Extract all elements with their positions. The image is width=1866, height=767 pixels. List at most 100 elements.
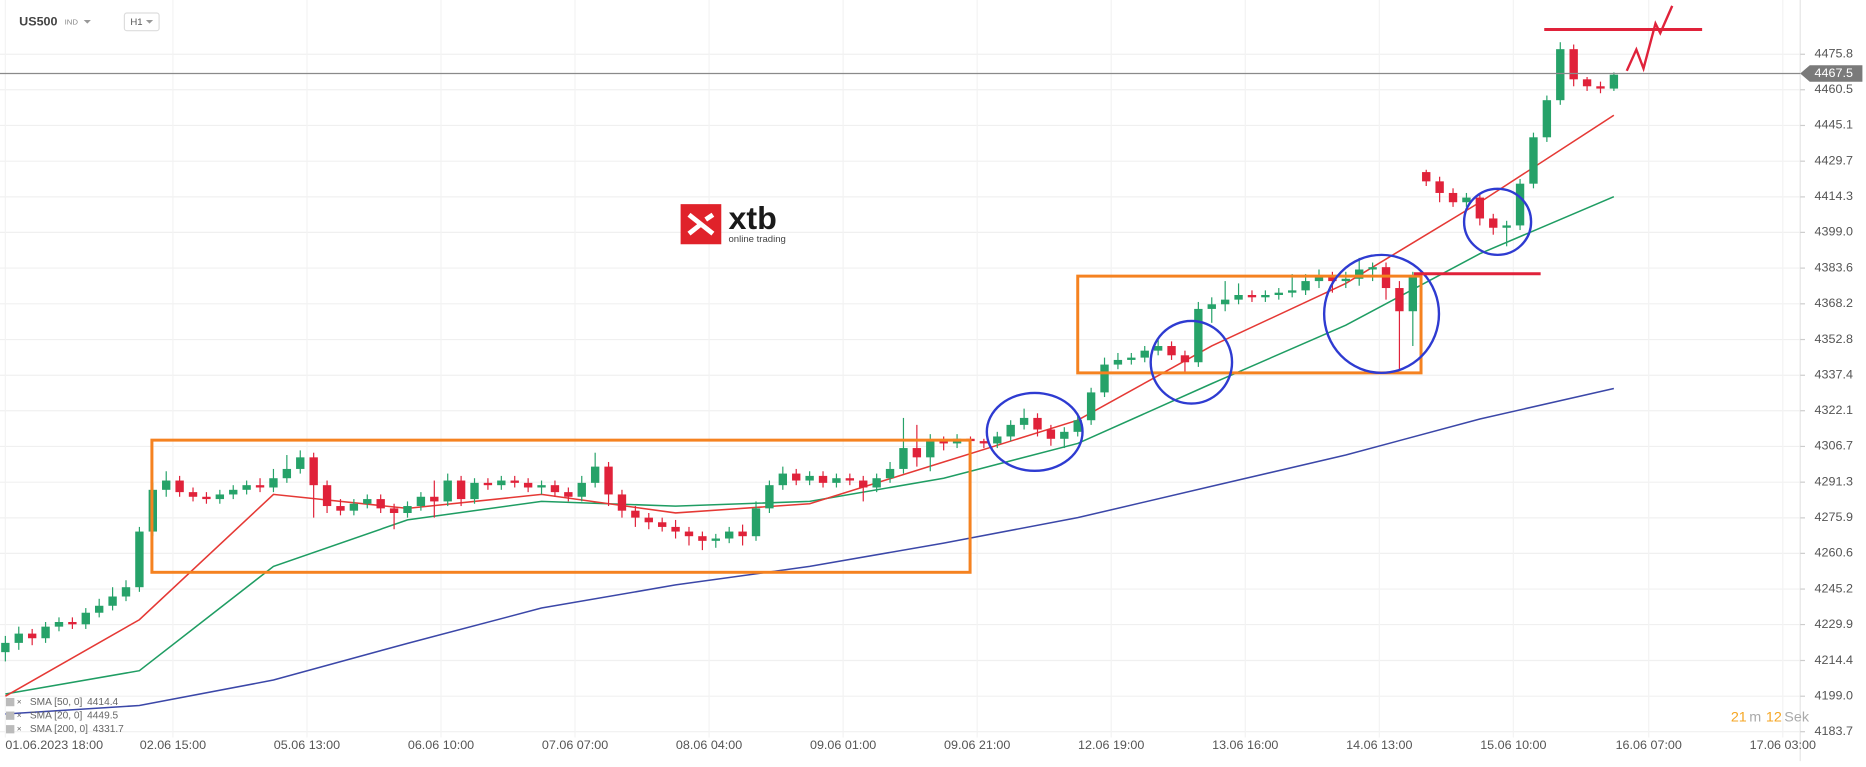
legend-value: 4414.4 bbox=[87, 697, 118, 708]
candle-body bbox=[577, 482, 586, 497]
candle-body bbox=[1006, 424, 1015, 437]
candle-body bbox=[1113, 359, 1123, 365]
legend-value: 4331.7 bbox=[93, 724, 124, 735]
candle-body bbox=[1582, 79, 1592, 87]
y-tick-label: 4414.3 bbox=[1815, 189, 1853, 203]
candle-body bbox=[979, 441, 989, 444]
sma-line bbox=[5, 387, 1615, 715]
candle-body bbox=[765, 485, 774, 509]
candle-body bbox=[1368, 267, 1377, 270]
candle-body bbox=[229, 489, 238, 495]
candle-body bbox=[604, 466, 613, 495]
timer-seconds-unit: Sek bbox=[1784, 709, 1810, 725]
candle-body bbox=[1100, 364, 1109, 393]
x-tick-label: 16.06 07:00 bbox=[1616, 738, 1682, 752]
candle-body bbox=[1167, 346, 1176, 356]
candle-body bbox=[926, 441, 935, 458]
candle-timer: 21 m 12 Sek bbox=[1731, 709, 1810, 725]
candle-body bbox=[510, 480, 519, 483]
candle-body bbox=[939, 441, 948, 444]
candle-body bbox=[68, 622, 77, 625]
candle-body bbox=[1435, 181, 1444, 193]
candle-body bbox=[1274, 292, 1283, 295]
x-tick-label: 01.06.2023 18:00 bbox=[5, 738, 103, 752]
candle-body bbox=[1355, 269, 1364, 279]
dropdown-icon[interactable] bbox=[145, 20, 154, 24]
candle-body bbox=[590, 466, 600, 483]
legend-icon bbox=[5, 711, 15, 720]
legend-icon bbox=[5, 697, 15, 707]
candle-body bbox=[885, 468, 895, 479]
current-price-tag bbox=[1800, 65, 1863, 82]
candle-body bbox=[550, 485, 560, 493]
candle-body bbox=[993, 436, 1002, 444]
candle-body bbox=[1194, 308, 1203, 363]
projection-arrow bbox=[1625, 5, 1674, 73]
y-tick-label: 4275.9 bbox=[1815, 510, 1853, 524]
candle-body bbox=[1153, 346, 1163, 351]
candle-body bbox=[1341, 278, 1350, 282]
logo: xtb online trading bbox=[680, 200, 786, 245]
candle-body bbox=[54, 622, 64, 627]
y-tick-label: 4260.6 bbox=[1815, 546, 1853, 560]
timer-seconds: 12 bbox=[1766, 709, 1782, 725]
candle-body bbox=[1086, 392, 1096, 421]
y-tick-label: 4229.9 bbox=[1815, 617, 1853, 631]
candle-body bbox=[1462, 197, 1471, 203]
x-tick-label: 15.06 10:00 bbox=[1480, 738, 1546, 752]
x-tick-label: 13.06 16:00 bbox=[1212, 738, 1278, 752]
candle-body bbox=[1060, 431, 1069, 439]
candle-body bbox=[282, 468, 292, 479]
candle-body bbox=[845, 478, 855, 481]
highlight-circle bbox=[1462, 187, 1533, 257]
x-tick-label: 08.06 04:00 bbox=[676, 738, 742, 752]
grid bbox=[0, 0, 1805, 762]
candle-body bbox=[872, 478, 881, 488]
candle-body bbox=[859, 480, 868, 488]
highlight-circle bbox=[985, 391, 1084, 472]
candle-body bbox=[698, 536, 707, 541]
candle-body bbox=[899, 448, 908, 469]
legend: × SMA [50, 0] 4414.4 × SMA [20, 0] 4449.5 × SMA… bbox=[5, 696, 124, 735]
y-tick-label: 4214.4 bbox=[1815, 653, 1853, 667]
range-box bbox=[1076, 274, 1423, 375]
candle-body bbox=[631, 510, 640, 518]
candle-body bbox=[912, 448, 922, 458]
legend-name: SMA [50, 0] bbox=[30, 697, 83, 708]
candle-body bbox=[389, 508, 399, 514]
candle-body bbox=[95, 605, 104, 613]
logo-name: xtb bbox=[728, 200, 776, 236]
legend-close: × bbox=[17, 723, 22, 733]
x-tick-label: 09.06 21:00 bbox=[944, 738, 1010, 752]
candle-body bbox=[269, 478, 278, 488]
logo-tagline: online trading bbox=[728, 234, 785, 245]
candle-body bbox=[242, 485, 251, 490]
logo-x bbox=[687, 212, 715, 236]
candle-body bbox=[483, 482, 493, 486]
candle-body bbox=[1542, 100, 1552, 138]
symbol[interactable]: US500 bbox=[19, 15, 57, 29]
candle-body bbox=[1381, 267, 1391, 289]
candle-body bbox=[1261, 295, 1270, 298]
x-tick-label: 12.06 19:00 bbox=[1078, 738, 1144, 752]
candle-body bbox=[1301, 281, 1310, 291]
candle-body bbox=[711, 538, 720, 541]
highlight-circle bbox=[1322, 253, 1441, 375]
candle-body bbox=[1234, 295, 1243, 300]
x-tick-label: 14.06 13:00 bbox=[1346, 738, 1412, 752]
y-tick-label: 4399.0 bbox=[1815, 225, 1853, 239]
dropdown-icon[interactable] bbox=[83, 20, 91, 24]
candle-body bbox=[175, 480, 184, 493]
candle-body bbox=[1314, 276, 1324, 282]
candle-body bbox=[671, 526, 680, 532]
x-tick-label: 09.06 01:00 bbox=[810, 738, 876, 752]
y-tick-label: 4306.7 bbox=[1815, 439, 1853, 453]
candle-body bbox=[336, 506, 345, 511]
legend-icon bbox=[5, 725, 15, 734]
candle-body bbox=[738, 531, 747, 537]
interval[interactable]: H1 bbox=[130, 17, 142, 28]
candle-body bbox=[430, 496, 439, 502]
candle-body bbox=[27, 633, 37, 639]
interval-box[interactable] bbox=[123, 12, 160, 32]
candle-body bbox=[792, 473, 801, 481]
